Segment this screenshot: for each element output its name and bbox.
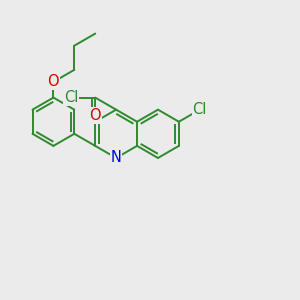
Text: Cl: Cl [193, 102, 207, 117]
Text: O: O [48, 74, 59, 89]
Text: Cl: Cl [64, 90, 78, 105]
Text: O: O [89, 108, 101, 123]
Text: N: N [111, 150, 122, 165]
